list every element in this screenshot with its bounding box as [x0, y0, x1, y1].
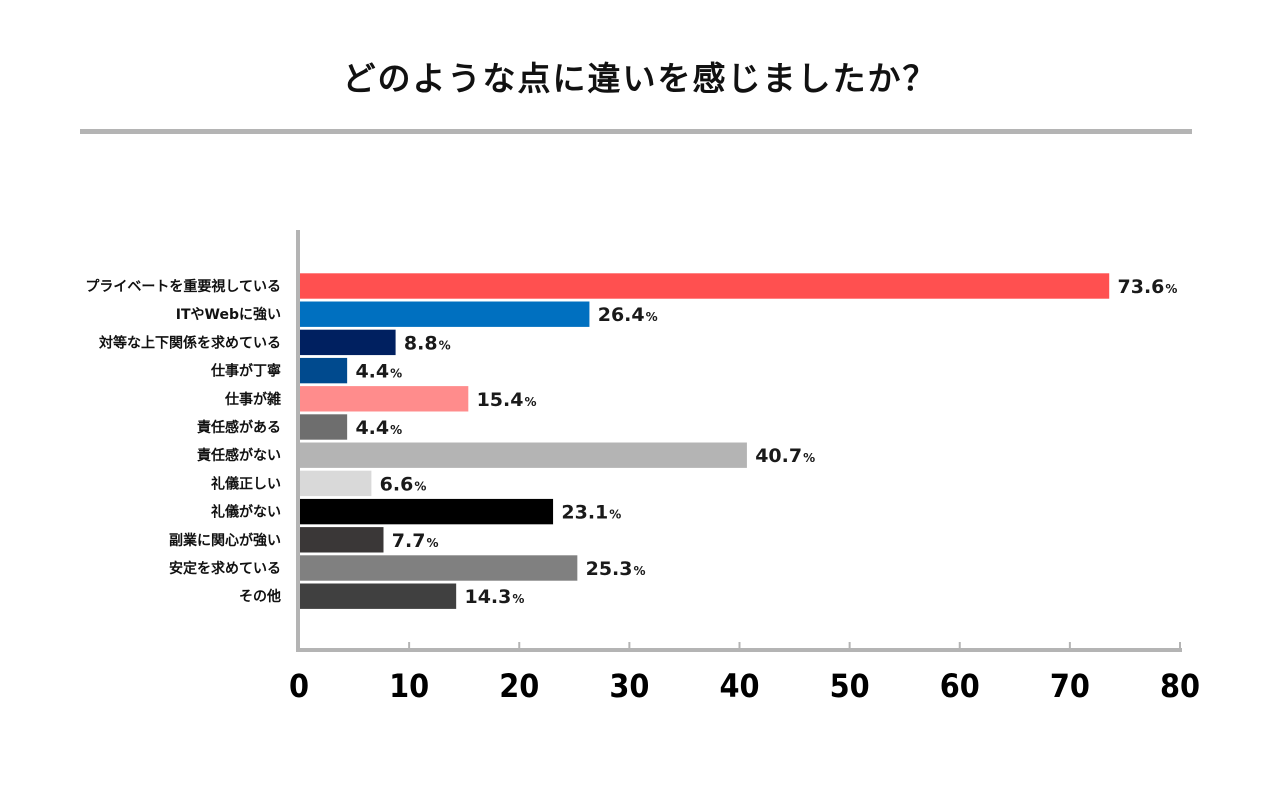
category-label: 対等な上下関係を求めている [98, 334, 281, 351]
data-label: 73.6% [1118, 276, 1178, 298]
data-label-unit: % [414, 479, 426, 493]
category-label: 安定を求めている [169, 560, 281, 577]
category-label: 副業に関心が強い [169, 532, 281, 549]
data-label-unit: % [512, 592, 524, 606]
x-tick-label: 0 [289, 667, 309, 705]
bar [298, 526, 385, 554]
data-label: 40.7% [755, 445, 815, 467]
data-label: 14.3% [464, 586, 524, 608]
bar [298, 329, 397, 356]
bar [298, 582, 457, 610]
data-label-unit: % [609, 508, 621, 522]
category-label: 仕事が雑 [224, 391, 281, 408]
category-label: 責任感がある [197, 419, 281, 436]
x-tick-label: 50 [830, 667, 870, 705]
data-label-unit: % [803, 451, 815, 465]
bar [298, 300, 591, 328]
bar [298, 470, 372, 497]
x-tick-label: 80 [1160, 667, 1200, 705]
data-label: 26.4% [598, 304, 658, 326]
bar [298, 441, 748, 469]
bar [298, 554, 578, 582]
data-label-unit: % [426, 536, 438, 550]
category-label: 礼儀正しい [211, 475, 281, 492]
data-label: 8.8% [404, 332, 451, 354]
data-label-unit: % [634, 564, 646, 578]
x-tick-label: 20 [499, 667, 539, 705]
data-label-unit: % [524, 395, 536, 409]
data-label: 6.6% [380, 473, 427, 495]
x-tick-label: 70 [1050, 667, 1090, 705]
category-label: 責任感がない [197, 447, 281, 464]
data-label: 4.4% [355, 417, 402, 439]
title-divider [80, 129, 1192, 134]
data-label: 25.3% [586, 558, 646, 580]
x-tick-label: 10 [389, 667, 429, 705]
category-label: その他 [239, 588, 281, 605]
category-label: ITやWebに強い [176, 306, 281, 323]
bar [298, 357, 348, 384]
x-tick-label: 40 [719, 667, 759, 705]
x-tick-label: 30 [609, 667, 649, 705]
data-label-unit: % [646, 310, 658, 324]
category-label: 仕事が丁寧 [210, 363, 281, 380]
data-label-unit: % [1165, 282, 1177, 296]
data-label: 23.1% [561, 502, 621, 524]
bar [298, 413, 348, 441]
bar [298, 272, 1110, 300]
data-label: 7.7% [392, 530, 439, 552]
bar [298, 498, 554, 525]
data-label: 4.4% [355, 361, 402, 383]
data-label-unit: % [439, 338, 451, 352]
data-label-unit: % [390, 367, 402, 381]
data-label-unit: % [390, 423, 402, 437]
category-label: プライベートを重要視している [85, 278, 281, 295]
chart-title: どのような点に違いを感じましたか？ [342, 59, 938, 98]
bar [298, 385, 469, 413]
category-label: 礼儀がない [211, 504, 281, 521]
x-tick-label: 60 [940, 667, 980, 705]
data-label: 15.4% [477, 389, 537, 411]
